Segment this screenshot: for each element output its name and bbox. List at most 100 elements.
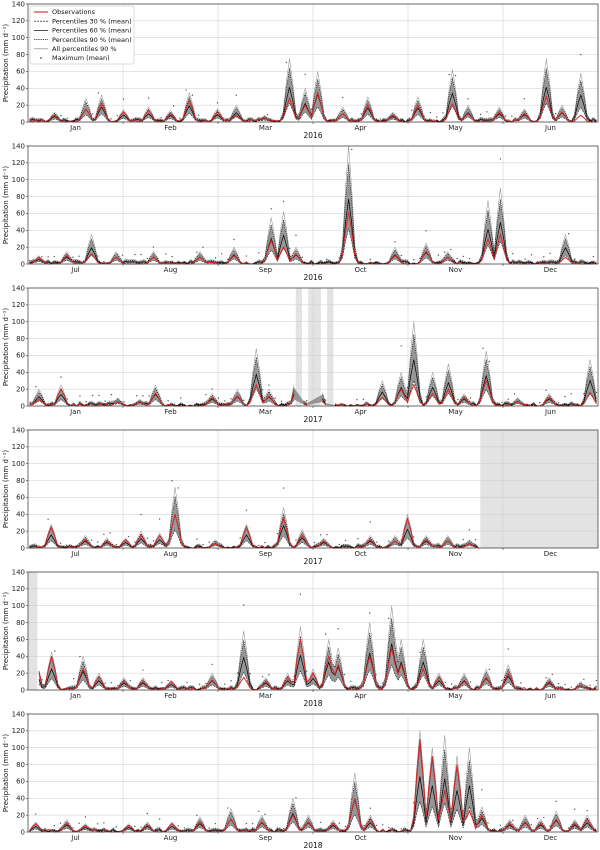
maximum-mean-point bbox=[313, 541, 316, 544]
month-label: Sep bbox=[259, 266, 273, 274]
maximum-mean-point bbox=[343, 673, 346, 676]
y-tick-label: 120 bbox=[12, 585, 25, 593]
maximum-mean-point bbox=[261, 389, 264, 391]
missing-data-shade bbox=[327, 288, 334, 406]
y-tick-label: 80 bbox=[16, 193, 25, 201]
month-label: Sep bbox=[259, 834, 273, 842]
maximum-mean-point bbox=[425, 808, 427, 810]
maximum-mean-point bbox=[357, 537, 359, 540]
maximum-mean-point bbox=[177, 825, 179, 827]
maximum-mean-point bbox=[549, 252, 551, 255]
maximum-mean-point bbox=[324, 633, 327, 635]
maximum-mean-point bbox=[507, 648, 509, 650]
maximum-mean-point bbox=[72, 256, 74, 258]
maximum-mean-point bbox=[140, 826, 142, 828]
plot-frame bbox=[27, 287, 599, 407]
maximum-mean-point bbox=[186, 681, 188, 684]
percentile-band bbox=[29, 746, 597, 832]
maximum-mean-point bbox=[220, 253, 223, 255]
y-tick-label: 100 bbox=[12, 602, 25, 610]
maximum-mean-point bbox=[229, 117, 231, 119]
maximum-mean-point bbox=[310, 108, 313, 110]
maximum-mean-point bbox=[196, 538, 198, 540]
maximum-mean-point bbox=[276, 533, 279, 535]
month-label: Aug bbox=[164, 550, 178, 558]
panel-5: 0 20 40 60 80 100 120 140 Jan Feb Mar Apr May Jun 2018… bbox=[2, 568, 599, 708]
maximum-mean-point bbox=[177, 487, 179, 489]
maximum-mean-point bbox=[293, 675, 295, 677]
maximum-mean-point bbox=[570, 393, 572, 395]
month-label: May bbox=[448, 692, 462, 700]
y-tick-label: 140 bbox=[12, 710, 25, 718]
maximum-mean-point bbox=[196, 251, 198, 253]
series-all-percentiles-90 bbox=[29, 145, 597, 265]
y-tick-label: 100 bbox=[12, 176, 25, 184]
maximum-mean-point bbox=[161, 681, 163, 684]
y-tick-label: 120 bbox=[12, 727, 25, 735]
maximum-mean-point bbox=[442, 112, 444, 114]
month-label: Dec bbox=[544, 834, 558, 842]
maximum-mean-point bbox=[171, 255, 173, 258]
maximum-mean-point bbox=[266, 113, 269, 116]
series-percentile-30 bbox=[29, 379, 597, 407]
maximum-mean-point bbox=[66, 398, 69, 400]
y-tick-label: 20 bbox=[16, 101, 25, 109]
series-percentile-90 bbox=[29, 68, 597, 123]
maximum-mean-point bbox=[66, 544, 68, 547]
maximum-mean-point bbox=[450, 248, 452, 251]
plot-frame bbox=[27, 3, 599, 123]
month-label: Jan bbox=[69, 408, 81, 416]
maximum-mean-point bbox=[214, 257, 217, 259]
y-tick-label: 40 bbox=[16, 653, 25, 661]
maximum-mean-point bbox=[545, 389, 547, 391]
maximum-mean-point bbox=[511, 115, 513, 117]
maximum-mean-point bbox=[443, 251, 446, 253]
month-label: Sep bbox=[259, 550, 273, 558]
y-tick-label: 140 bbox=[12, 284, 25, 292]
maximum-mean-point bbox=[375, 824, 378, 827]
maximum-mean-point bbox=[165, 542, 167, 545]
maximum-mean-point bbox=[158, 818, 161, 820]
maximum-mean-point bbox=[567, 827, 570, 829]
month-label: Apr bbox=[354, 408, 366, 416]
maximum-mean-point bbox=[148, 395, 150, 397]
month-label: Aug bbox=[164, 834, 178, 842]
maximum-mean-point bbox=[387, 617, 390, 619]
series-observations bbox=[38, 639, 597, 691]
maximum-mean-point bbox=[84, 816, 87, 818]
maximum-mean-point bbox=[78, 255, 80, 257]
maximum-mean-point bbox=[487, 822, 489, 824]
maximum-mean-point bbox=[306, 670, 308, 672]
maximum-mean-point bbox=[567, 233, 570, 235]
month-label: May bbox=[448, 124, 462, 132]
maximum-mean-point bbox=[258, 252, 260, 254]
maximum-mean-point bbox=[350, 680, 352, 683]
maximum-mean-point bbox=[268, 384, 270, 386]
maximum-mean-point bbox=[481, 789, 483, 791]
maximum-mean-point bbox=[261, 676, 264, 678]
maximum-mean-point bbox=[147, 97, 150, 99]
legend-entry-label: All percentiles 90 % bbox=[52, 45, 117, 53]
y-tick-label: 0 bbox=[21, 118, 25, 126]
maximum-mean-point bbox=[369, 258, 372, 261]
maximum-mean-point bbox=[304, 73, 306, 76]
legend-entry-label: Percentiles 30 % (mean) bbox=[52, 17, 132, 25]
maximum-mean-point bbox=[104, 400, 106, 402]
maximum-mean-point bbox=[524, 258, 526, 260]
maximum-mean-point bbox=[468, 529, 471, 531]
maximum-mean-point bbox=[368, 612, 371, 614]
maximum-mean-point bbox=[211, 388, 213, 390]
maximum-mean-point bbox=[479, 113, 482, 116]
maximum-mean-point bbox=[152, 540, 155, 542]
maximum-mean-point bbox=[570, 686, 572, 688]
y-tick-label: 80 bbox=[16, 619, 25, 627]
y-tick-label: 40 bbox=[16, 369, 25, 377]
maximum-mean-point bbox=[369, 521, 372, 523]
maximum-mean-point bbox=[436, 116, 438, 118]
maximum-mean-point bbox=[233, 238, 235, 241]
series-observations bbox=[29, 90, 597, 123]
maximum-mean-point bbox=[109, 532, 111, 534]
maximum-mean-point bbox=[338, 822, 341, 824]
maximum-mean-point bbox=[183, 827, 186, 829]
maximum-mean-point bbox=[486, 111, 488, 113]
